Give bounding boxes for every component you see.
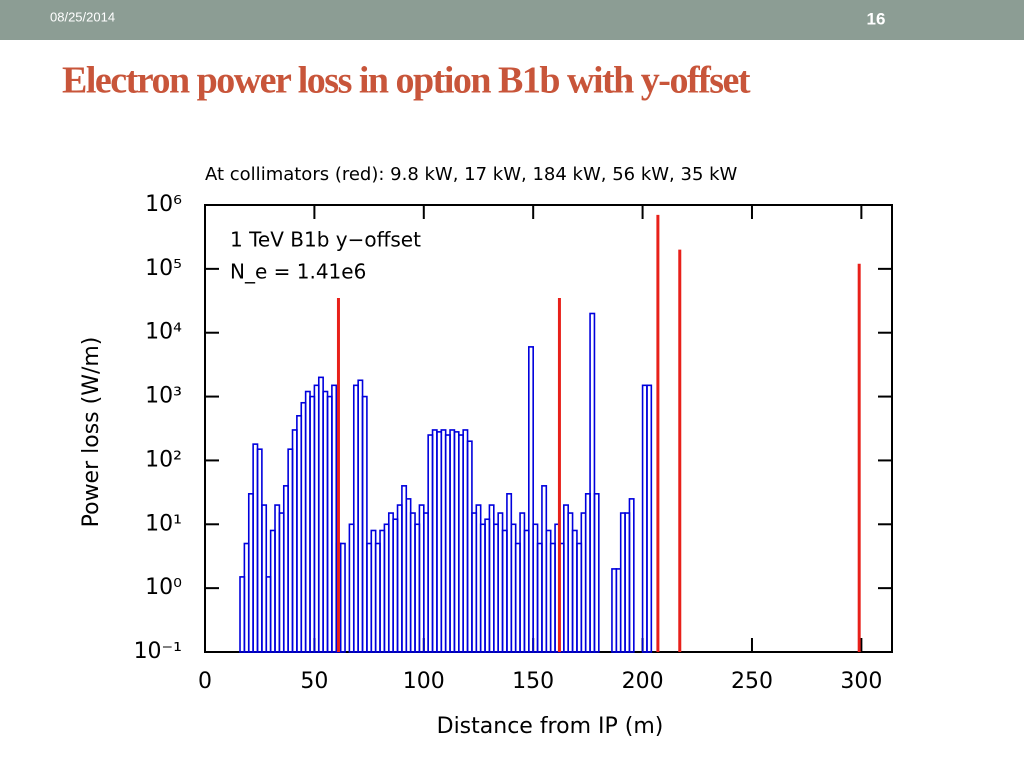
y-axis-label: Power loss (W/m) <box>79 337 104 528</box>
x-tick-label: 0 <box>198 669 212 694</box>
y-tick-label: 10⁰ <box>145 575 182 600</box>
x-tick-label: 300 <box>840 669 882 694</box>
y-tick-label: 10⁵ <box>145 256 182 281</box>
x-tick-label: 250 <box>731 669 773 694</box>
bar <box>646 384 653 653</box>
slide-title: Electron power loss in option B1b with y… <box>62 60 751 102</box>
annotation: 1 TeV B1b y−offset <box>230 228 421 252</box>
bar <box>331 384 338 653</box>
y-tick-label: 10³ <box>145 384 182 409</box>
y-tick-label: 10⁴ <box>145 320 182 345</box>
y-tick-label: 10¹ <box>145 511 182 536</box>
page-number: 16 <box>867 9 886 28</box>
bar <box>589 312 596 653</box>
x-tick-label: 150 <box>512 669 554 694</box>
header-bar <box>0 0 1024 40</box>
bar <box>528 346 534 653</box>
bar <box>361 395 368 653</box>
y-tick-label: 10² <box>145 447 182 472</box>
y-tick-label: 10⁶ <box>145 192 182 217</box>
bar <box>593 493 600 653</box>
x-tick-label: 50 <box>300 669 328 694</box>
chart-title: At collimators (red): 9.8 kW, 17 kW, 184… <box>205 164 738 185</box>
bar <box>628 498 635 653</box>
x-axis-label: Distance from IP (m) <box>437 714 664 739</box>
date: 08/25/2014 <box>50 9 115 24</box>
bar <box>339 542 346 653</box>
x-tick-label: 200 <box>622 669 664 694</box>
annotation: N_e = 1.41e6 <box>230 260 366 284</box>
y-tick-label: 10⁻¹ <box>134 639 182 664</box>
x-tick-label: 100 <box>403 669 445 694</box>
